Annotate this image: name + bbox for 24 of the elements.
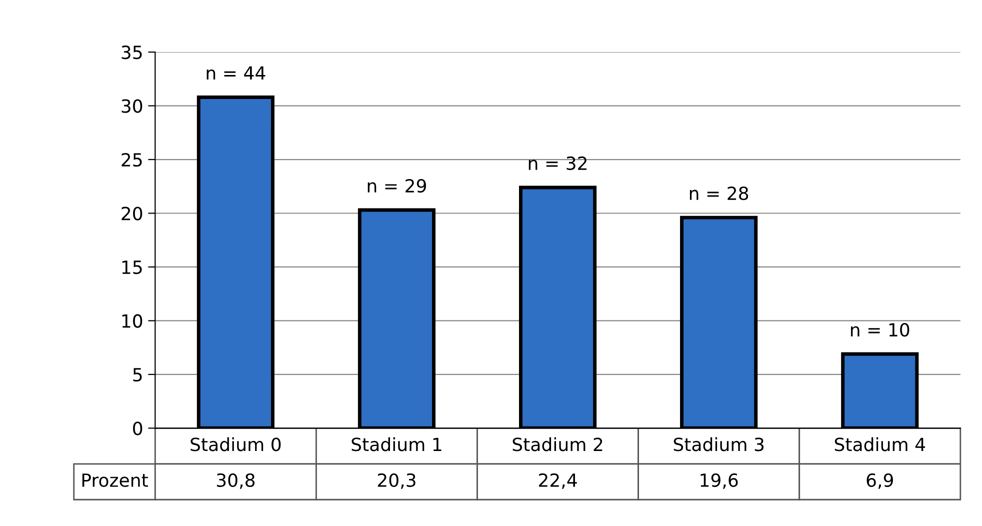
data-label: 19,6	[700, 473, 738, 489]
y-tick-label: 15	[122, 260, 142, 274]
y-tick-label: 25	[122, 152, 142, 167]
data-label: 22,4	[539, 473, 577, 489]
x-tick-label: Stadium 1	[352, 437, 442, 452]
y-tick-label: 0	[133, 422, 142, 436]
y-tick-label: 5	[133, 368, 142, 382]
x-tick-label: Stadium 3	[674, 437, 764, 452]
y-tick-label: 10	[122, 314, 142, 328]
annotation: n = 44	[206, 66, 266, 80]
data-label: 20,3	[378, 473, 416, 489]
y-tick-label: 30	[122, 99, 142, 113]
data-label: 6,9	[866, 473, 893, 489]
y-tick-label: 35	[122, 46, 142, 60]
x-tick-label: Stadium 4	[834, 437, 926, 452]
annotation: n = 32	[528, 156, 586, 170]
annotation: n = 10	[851, 322, 910, 337]
x-tick-label: Stadium 2	[512, 437, 602, 452]
text: Prozent	[82, 474, 148, 487]
data-label: 30,8	[216, 473, 255, 489]
annotation: n = 28	[690, 186, 748, 200]
x-tick-label: Stadium 0	[190, 437, 281, 452]
annotation: n = 29	[368, 178, 426, 193]
y-tick-label: 20	[122, 206, 142, 220]
